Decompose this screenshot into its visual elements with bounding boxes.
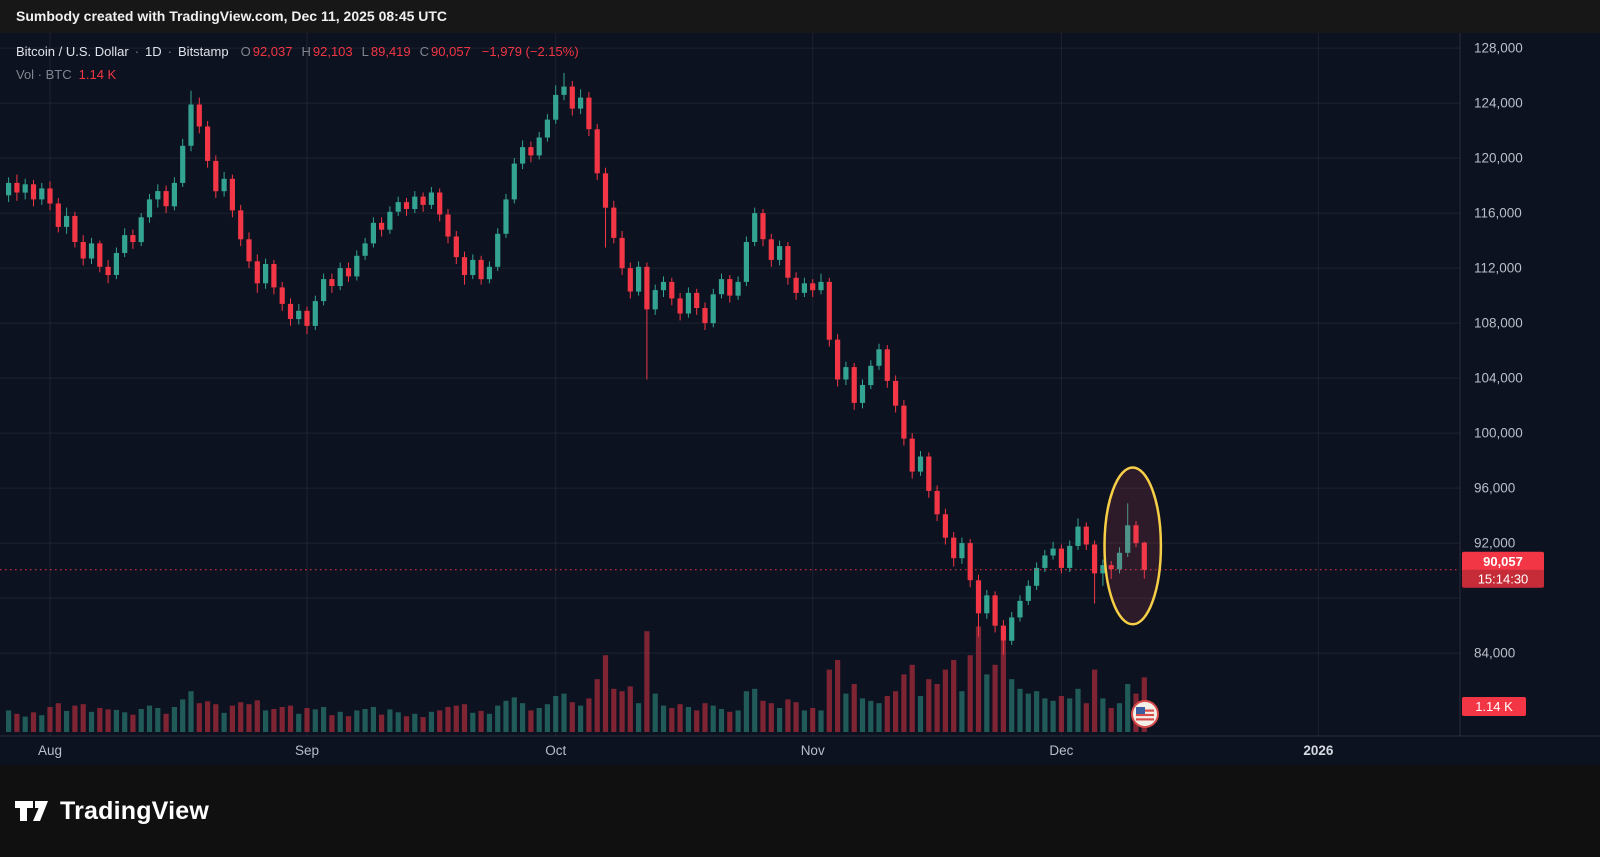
- ohlc-values: O 92,037 H 92,103 L 89,419 C 90,057: [241, 42, 480, 62]
- attribution-bar: Sumbody created with TradingView.com, De…: [0, 0, 1600, 33]
- interval-label[interactable]: 1D: [145, 44, 162, 59]
- svg-text:15:14:30: 15:14:30: [1478, 571, 1529, 586]
- svg-text:Oct: Oct: [545, 743, 566, 758]
- svg-text:128,000: 128,000: [1474, 41, 1523, 56]
- attribution-text: Sumbody created with TradingView.com, De…: [16, 8, 448, 24]
- time-axis[interactable]: Aug Sep Oct Nov Dec 2026: [38, 743, 1334, 758]
- svg-text:108,000: 108,000: [1474, 316, 1523, 331]
- symbol-title[interactable]: Bitcoin / U.S. Dollar: [16, 44, 129, 59]
- svg-text:Nov: Nov: [801, 743, 825, 758]
- svg-text:2026: 2026: [1303, 743, 1334, 758]
- price-axis[interactable]: 128,000 124,000 120,000 116,000 112,000 108,0…: [1474, 41, 1523, 661]
- price-badge: 90,057 15:14:30: [1462, 551, 1544, 588]
- svg-text:112,000: 112,000: [1474, 261, 1522, 276]
- svg-text:Aug: Aug: [38, 743, 62, 758]
- us-flag-icon[interactable]: [1130, 699, 1160, 729]
- svg-text:124,000: 124,000: [1474, 96, 1523, 111]
- volume-value: 1.14 K: [78, 67, 117, 82]
- exchange-label: Bitstamp: [178, 44, 229, 59]
- volume-legend-row: Vol · BTC 1.14 K: [16, 65, 579, 85]
- volume-label: Vol · BTC: [16, 67, 72, 82]
- chart-pane: 128,000 124,000 120,000 116,000 112,000 108,0…: [0, 33, 1600, 765]
- svg-text:90,057: 90,057: [1483, 554, 1523, 569]
- high-value: H 92,103: [301, 44, 353, 59]
- legend-separator: ·: [167, 44, 173, 59]
- change-value: −1,979 (−2.15%): [481, 44, 579, 59]
- svg-text:84,000: 84,000: [1474, 646, 1515, 661]
- tradingview-wordmark[interactable]: TradingView: [60, 796, 210, 825]
- volume-badge: 1.14 K: [1462, 697, 1526, 716]
- svg-text:120,000: 120,000: [1474, 151, 1523, 166]
- footer-bar: TradingView: [0, 765, 1600, 857]
- close-value: C 90,057: [419, 44, 471, 59]
- svg-text:92,000: 92,000: [1474, 536, 1515, 551]
- low-value: L 89,419: [361, 44, 411, 59]
- svg-text:100,000: 100,000: [1474, 426, 1523, 441]
- svg-text:1.14 K: 1.14 K: [1475, 699, 1513, 714]
- svg-text:96,000: 96,000: [1474, 481, 1515, 496]
- svg-text:116,000: 116,000: [1474, 206, 1522, 221]
- legend-separator: ·: [134, 44, 140, 59]
- candlesticks: [6, 72, 1147, 655]
- svg-text:Dec: Dec: [1049, 743, 1073, 758]
- open-value: O 92,037: [240, 44, 293, 59]
- price-chart-canvas[interactable]: 128,000 124,000 120,000 116,000 112,000 108,0…: [0, 33, 1600, 765]
- svg-text:104,000: 104,000: [1474, 371, 1523, 386]
- highlight-ellipse[interactable]: [1103, 466, 1163, 626]
- tradingview-logo-icon[interactable]: [14, 797, 50, 825]
- volume-bars: [6, 626, 1147, 732]
- svg-text:Sep: Sep: [295, 743, 319, 758]
- grid-lines: [0, 33, 1460, 736]
